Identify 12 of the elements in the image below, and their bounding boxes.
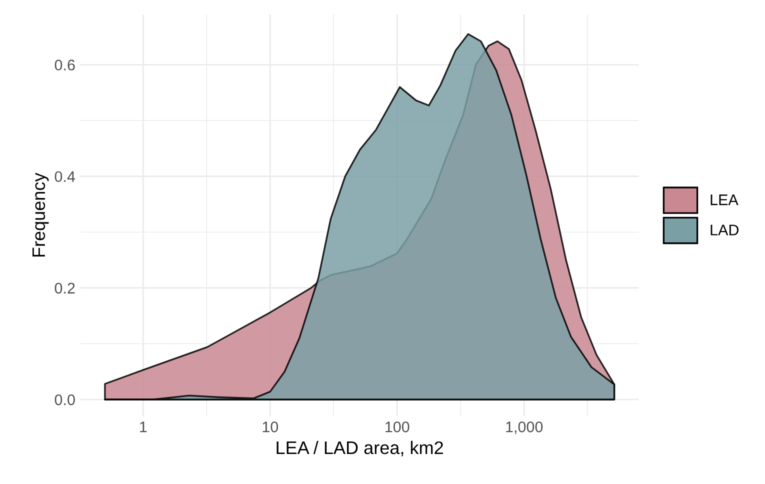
y-tick-label: 0.6: [54, 60, 75, 70]
y-tick-label: 0.2: [54, 282, 75, 294]
x-tick-label: 100: [386, 422, 410, 432]
x-tick-label: 1,000: [506, 422, 543, 434]
y-tick-label: 0.4: [54, 171, 76, 182]
y-axis-title: Frequency: [32, 172, 49, 257]
legend-label: LEA: [710, 194, 738, 206]
legend-label: LAD: [710, 224, 739, 236]
x-axis-title: LEA / LAD area, km2: [276, 440, 443, 456]
x-tick-label: 10: [262, 422, 278, 432]
x-tick-label: 1: [140, 422, 147, 432]
y-tick-label: 0.0: [54, 394, 75, 406]
